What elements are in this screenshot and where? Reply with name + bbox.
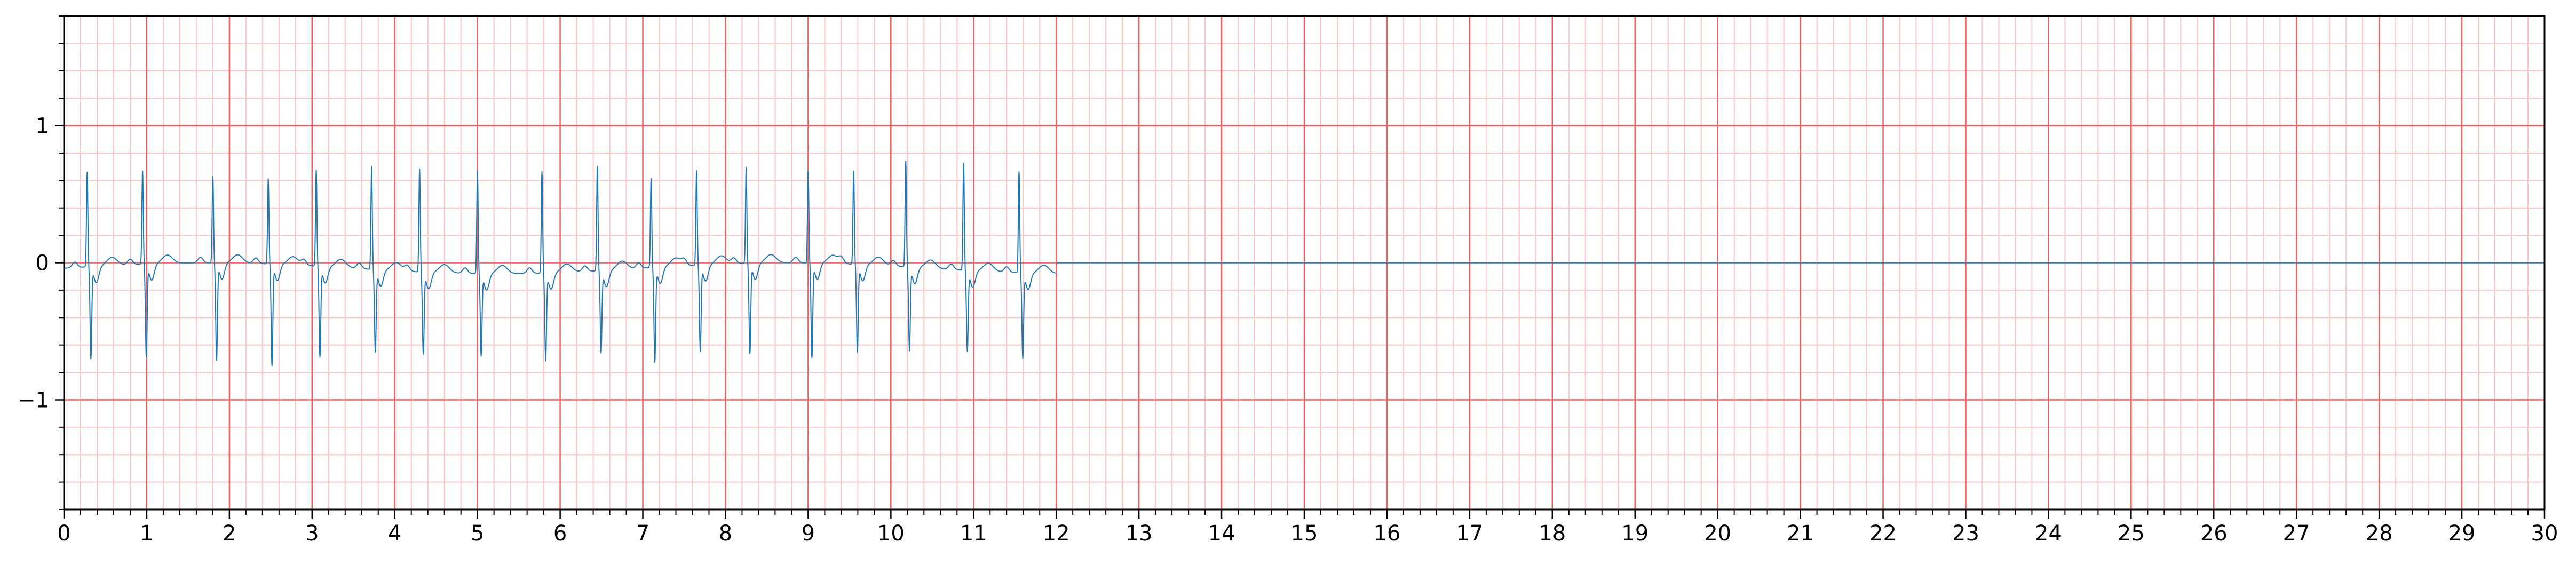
y-tick-label: −1	[18, 388, 49, 412]
x-tick-label: 19	[1621, 521, 1648, 546]
x-tick-label: 6	[553, 521, 567, 546]
x-tick-label: 10	[877, 521, 905, 546]
x-tick-label: 14	[1208, 521, 1235, 546]
x-tick-label: 12	[1043, 521, 1070, 546]
x-axis-ticks: 0 1 2 3 4 5 6 7 8 9 10 11 12 13 14 15 16 17 18 19 20 21 22 23 24…	[57, 510, 2558, 546]
x-tick-label: 17	[1456, 521, 1483, 546]
x-tick-label: 21	[1787, 521, 1814, 546]
y-axis-ticks: −1 0 1	[18, 15, 64, 510]
x-tick-label: 27	[2283, 521, 2310, 546]
x-tick-label: 11	[960, 521, 987, 546]
x-tick-label: 8	[719, 521, 732, 546]
y-tick-label: 1	[36, 114, 49, 139]
x-tick-label: 16	[1373, 521, 1400, 546]
x-tick-label: 3	[305, 521, 319, 546]
x-tick-label: 5	[471, 521, 484, 546]
x-tick-label: 29	[2448, 521, 2476, 546]
x-tick-label: 7	[636, 521, 649, 546]
x-tick-label: 28	[2366, 521, 2393, 546]
ecg-signal-line	[64, 161, 1057, 367]
y-tick-label: 0	[36, 251, 49, 276]
x-tick-label: 22	[1869, 521, 1897, 546]
x-tick-label: 18	[1539, 521, 1566, 546]
x-tick-label: 13	[1125, 521, 1153, 546]
x-tick-label: 0	[57, 521, 70, 546]
x-tick-label: 20	[1704, 521, 1731, 546]
x-tick-label: 23	[1952, 521, 1979, 546]
x-tick-label: 9	[802, 521, 815, 546]
x-tick-label: 24	[2035, 521, 2062, 546]
x-tick-label: 15	[1291, 521, 1318, 546]
x-tick-label: 1	[140, 521, 153, 546]
x-tick-label: 4	[388, 521, 401, 546]
series-layer	[64, 161, 2545, 367]
x-tick-label: 26	[2200, 521, 2228, 546]
x-tick-label: 30	[2531, 521, 2558, 546]
x-tick-label: 2	[223, 521, 236, 546]
x-tick-label: 25	[2118, 521, 2145, 546]
